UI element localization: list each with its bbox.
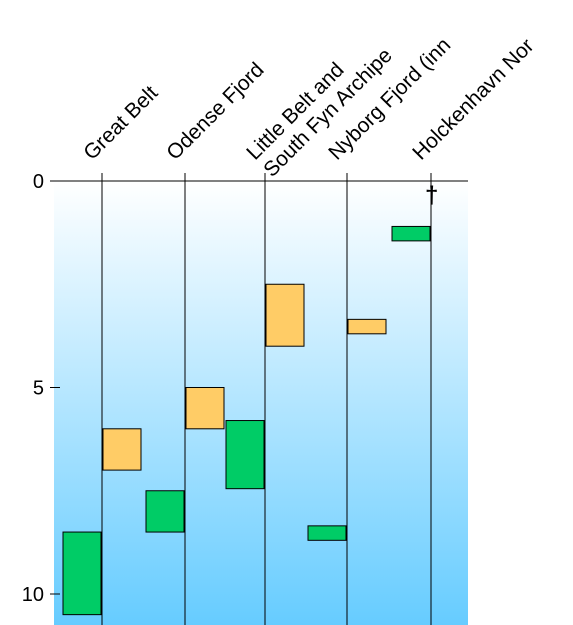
category-label-0: Great Belt [79, 81, 162, 164]
range-bar-green-4 [225, 420, 265, 490]
range-bar-orange-3 [185, 387, 225, 430]
y-tick-label: 5 [33, 378, 44, 400]
y-tick-label: 0 [33, 171, 44, 193]
plot-background [54, 181, 468, 625]
range-bar-green-2 [145, 490, 185, 533]
range-bar-orange-1 [102, 428, 142, 471]
range-bar-green-6 [307, 525, 347, 541]
range-bar-orange-5 [265, 283, 305, 347]
dagger-marker: † [425, 182, 438, 209]
y-tick-label: 10 [22, 584, 44, 606]
range-bar-green-8 [391, 225, 431, 242]
range-bar-orange-7 [347, 318, 387, 335]
range-bar-green-0 [62, 531, 102, 616]
category-label-line: Great Belt [79, 81, 162, 164]
